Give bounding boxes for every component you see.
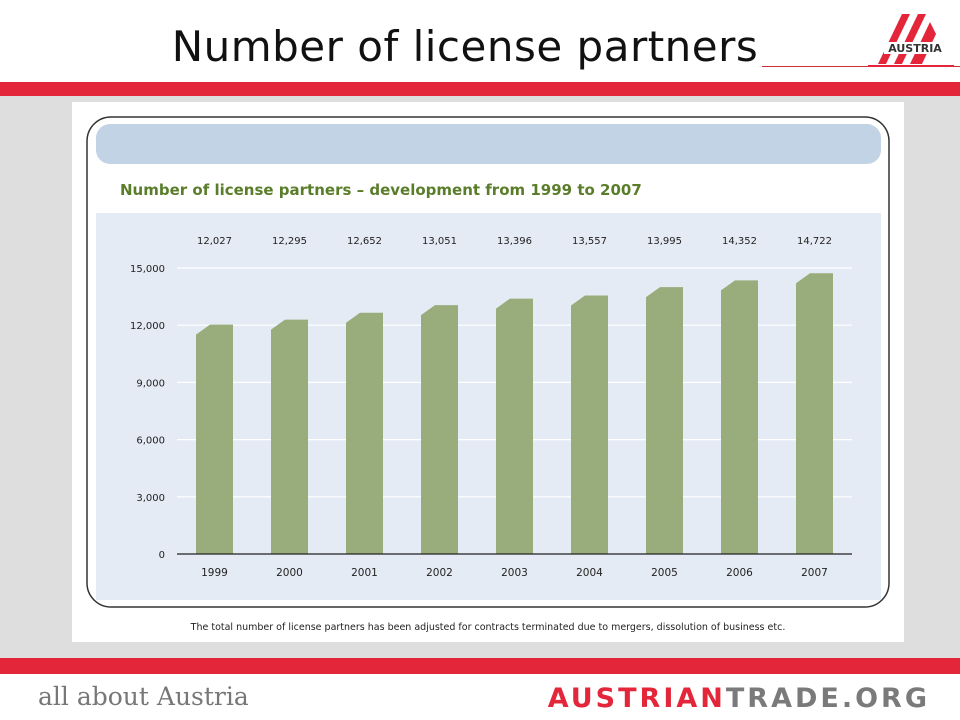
x-tick-label: 2001 bbox=[351, 567, 378, 579]
bottom-red-band bbox=[0, 658, 960, 674]
top-red-band bbox=[0, 82, 960, 96]
y-tick-label: 3,000 bbox=[136, 493, 165, 504]
title-underline bbox=[762, 66, 960, 67]
bar-2000 bbox=[271, 319, 308, 554]
x-tick-label: 2007 bbox=[801, 567, 828, 579]
bar-2004 bbox=[571, 295, 608, 554]
value-label: 12,295 bbox=[272, 236, 307, 247]
x-tick-label: 2000 bbox=[276, 567, 303, 579]
bar-2007 bbox=[796, 273, 833, 554]
y-tick-label: 15,000 bbox=[130, 264, 165, 275]
footer-brand-part2: TRADE.ORG bbox=[725, 683, 930, 714]
chart-header-strip bbox=[96, 124, 881, 164]
x-tick-label: 2005 bbox=[651, 567, 678, 579]
value-label: 13,995 bbox=[647, 236, 682, 247]
bar-2002 bbox=[421, 305, 458, 554]
value-label: 12,652 bbox=[347, 236, 382, 247]
bar-2001 bbox=[346, 312, 383, 554]
logo-text: AUSTRIA bbox=[888, 42, 942, 55]
x-tick-label: 2006 bbox=[726, 567, 753, 579]
y-tick-label: 12,000 bbox=[130, 321, 165, 332]
footer-brand[interactable]: AUSTRIANTRADE.ORG bbox=[548, 682, 930, 716]
austria-logo-icon: AUSTRIA bbox=[868, 14, 954, 67]
chart-title: Number of license partners – development… bbox=[120, 181, 642, 199]
chart-footnote: The total number of license partners has… bbox=[190, 622, 786, 633]
value-label: 13,051 bbox=[422, 236, 457, 247]
value-label: 14,722 bbox=[797, 236, 832, 247]
footer-brand-part1: AUSTRIAN bbox=[547, 683, 726, 714]
x-tick-label: 2003 bbox=[501, 567, 528, 579]
value-label: 14,352 bbox=[722, 236, 757, 247]
x-tick-label: 2002 bbox=[426, 567, 453, 579]
value-label: 13,396 bbox=[497, 236, 532, 247]
x-tick-label: 2004 bbox=[576, 567, 603, 579]
y-tick-label: 6,000 bbox=[136, 436, 165, 447]
slide-title: Number of license partners bbox=[171, 22, 759, 71]
value-label: 12,027 bbox=[197, 236, 232, 247]
bar-2006 bbox=[721, 280, 758, 554]
bar-1999 bbox=[196, 324, 233, 554]
footer-tagline: all about Austria bbox=[38, 682, 249, 711]
bar-2003 bbox=[496, 298, 533, 554]
x-tick-label: 1999 bbox=[201, 567, 228, 579]
bar-chart: Number of license partners – development… bbox=[86, 116, 890, 633]
bar-2005 bbox=[646, 287, 683, 554]
y-tick-label: 9,000 bbox=[136, 378, 165, 389]
y-tick-label: 0 bbox=[159, 550, 165, 561]
value-label: 13,557 bbox=[572, 236, 607, 247]
